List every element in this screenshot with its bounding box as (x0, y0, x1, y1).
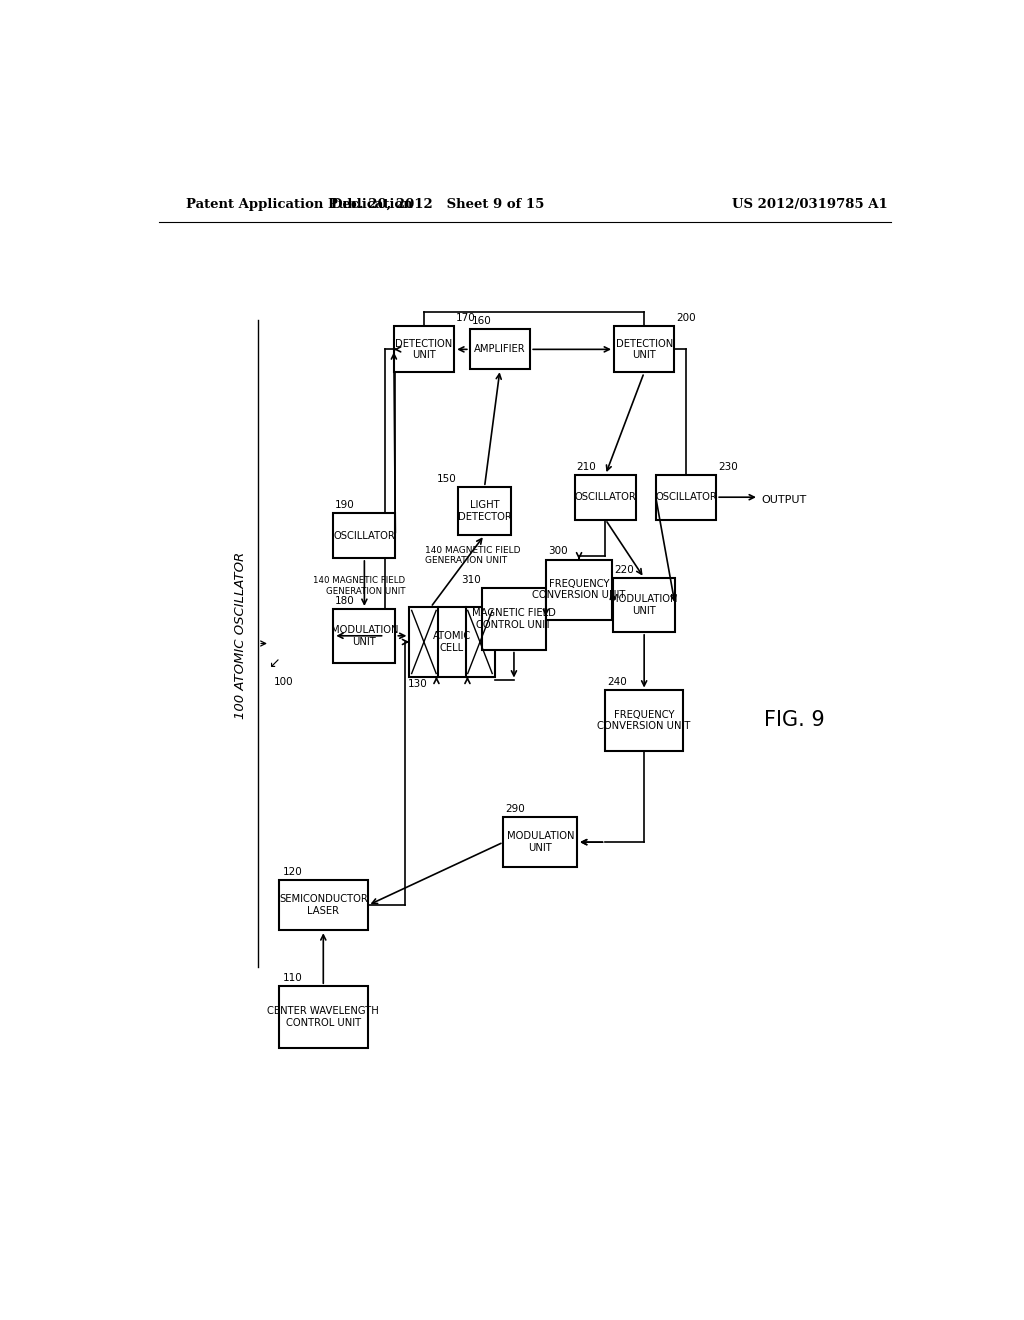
Text: Patent Application Publication: Patent Application Publication (186, 198, 413, 211)
Bar (655, 475, 716, 520)
Text: LIGHT
DETECTOR: LIGHT DETECTOR (458, 500, 511, 521)
Text: ATOMIC
CELL: ATOMIC CELL (433, 631, 471, 653)
Text: 130: 130 (408, 678, 428, 689)
Bar (575, 475, 636, 520)
Text: 110: 110 (283, 973, 302, 983)
Text: 240: 240 (607, 677, 627, 688)
Text: MODULATION
UNIT: MODULATION UNIT (331, 624, 398, 647)
Text: Dec. 20, 2012   Sheet 9 of 15: Dec. 20, 2012 Sheet 9 of 15 (332, 198, 545, 211)
Text: 290: 290 (505, 804, 524, 814)
Bar (334, 609, 395, 663)
Bar (470, 330, 530, 370)
Text: $\swarrow$: $\swarrow$ (266, 656, 281, 669)
Text: MODULATION
UNIT: MODULATION UNIT (507, 832, 574, 853)
Text: 210: 210 (577, 462, 596, 471)
Bar (482, 589, 546, 649)
Text: MAGNETIC FIELD
CONTROL UNIT: MAGNETIC FIELD CONTROL UNIT (472, 609, 556, 630)
Bar (613, 578, 675, 632)
Text: OSCILLATOR: OSCILLATOR (574, 492, 636, 502)
Text: 140 MAGNETIC FIELD
GENERATION UNIT: 140 MAGNETIC FIELD GENERATION UNIT (313, 577, 406, 595)
Text: FREQUENCY
CONVERSION UNIT: FREQUENCY CONVERSION UNIT (532, 578, 626, 601)
Bar (458, 487, 511, 535)
Text: 160: 160 (471, 317, 492, 326)
Text: FIG. 9: FIG. 9 (764, 710, 824, 730)
Bar (334, 513, 395, 558)
Text: 180: 180 (335, 595, 354, 606)
Bar (279, 880, 368, 931)
Text: MODULATION
UNIT: MODULATION UNIT (610, 594, 678, 616)
Text: 140 MAGNETIC FIELD
GENERATION UNIT: 140 MAGNETIC FIELD GENERATION UNIT (425, 545, 520, 565)
Text: 230: 230 (718, 462, 737, 471)
Text: SEMICONDUCTOR
LASER: SEMICONDUCTOR LASER (279, 895, 368, 916)
Text: DETECTION
UNIT: DETECTION UNIT (395, 338, 453, 360)
Text: 120: 120 (283, 867, 302, 878)
Bar (614, 326, 675, 372)
Text: 220: 220 (614, 565, 635, 576)
Text: AMPLIFIER: AMPLIFIER (474, 345, 525, 354)
Text: 150: 150 (437, 474, 457, 484)
Text: CENTER WAVELENGTH
CONTROL UNIT: CENTER WAVELENGTH CONTROL UNIT (267, 1006, 379, 1028)
Text: 300: 300 (548, 546, 567, 557)
Bar (546, 560, 612, 619)
Bar (410, 607, 495, 677)
Text: OUTPUT: OUTPUT (761, 495, 807, 504)
Text: OSCILLATOR: OSCILLATOR (655, 492, 717, 502)
Text: US 2012/0319785 A1: US 2012/0319785 A1 (732, 198, 888, 211)
Text: 100: 100 (273, 677, 293, 686)
Bar (394, 326, 455, 372)
Bar (504, 817, 578, 867)
Text: FREQUENCY
CONVERSION UNIT: FREQUENCY CONVERSION UNIT (597, 710, 691, 731)
Text: 100 ATOMIC OSCILLATOR: 100 ATOMIC OSCILLATOR (233, 552, 247, 719)
Text: OSCILLATOR: OSCILLATOR (334, 531, 395, 541)
Text: 170: 170 (456, 313, 475, 323)
Text: 310: 310 (461, 576, 480, 585)
Bar (279, 986, 368, 1048)
Text: 190: 190 (335, 500, 354, 511)
Bar (605, 690, 683, 751)
Text: 200: 200 (676, 313, 695, 323)
Text: DETECTION
UNIT: DETECTION UNIT (615, 338, 673, 360)
